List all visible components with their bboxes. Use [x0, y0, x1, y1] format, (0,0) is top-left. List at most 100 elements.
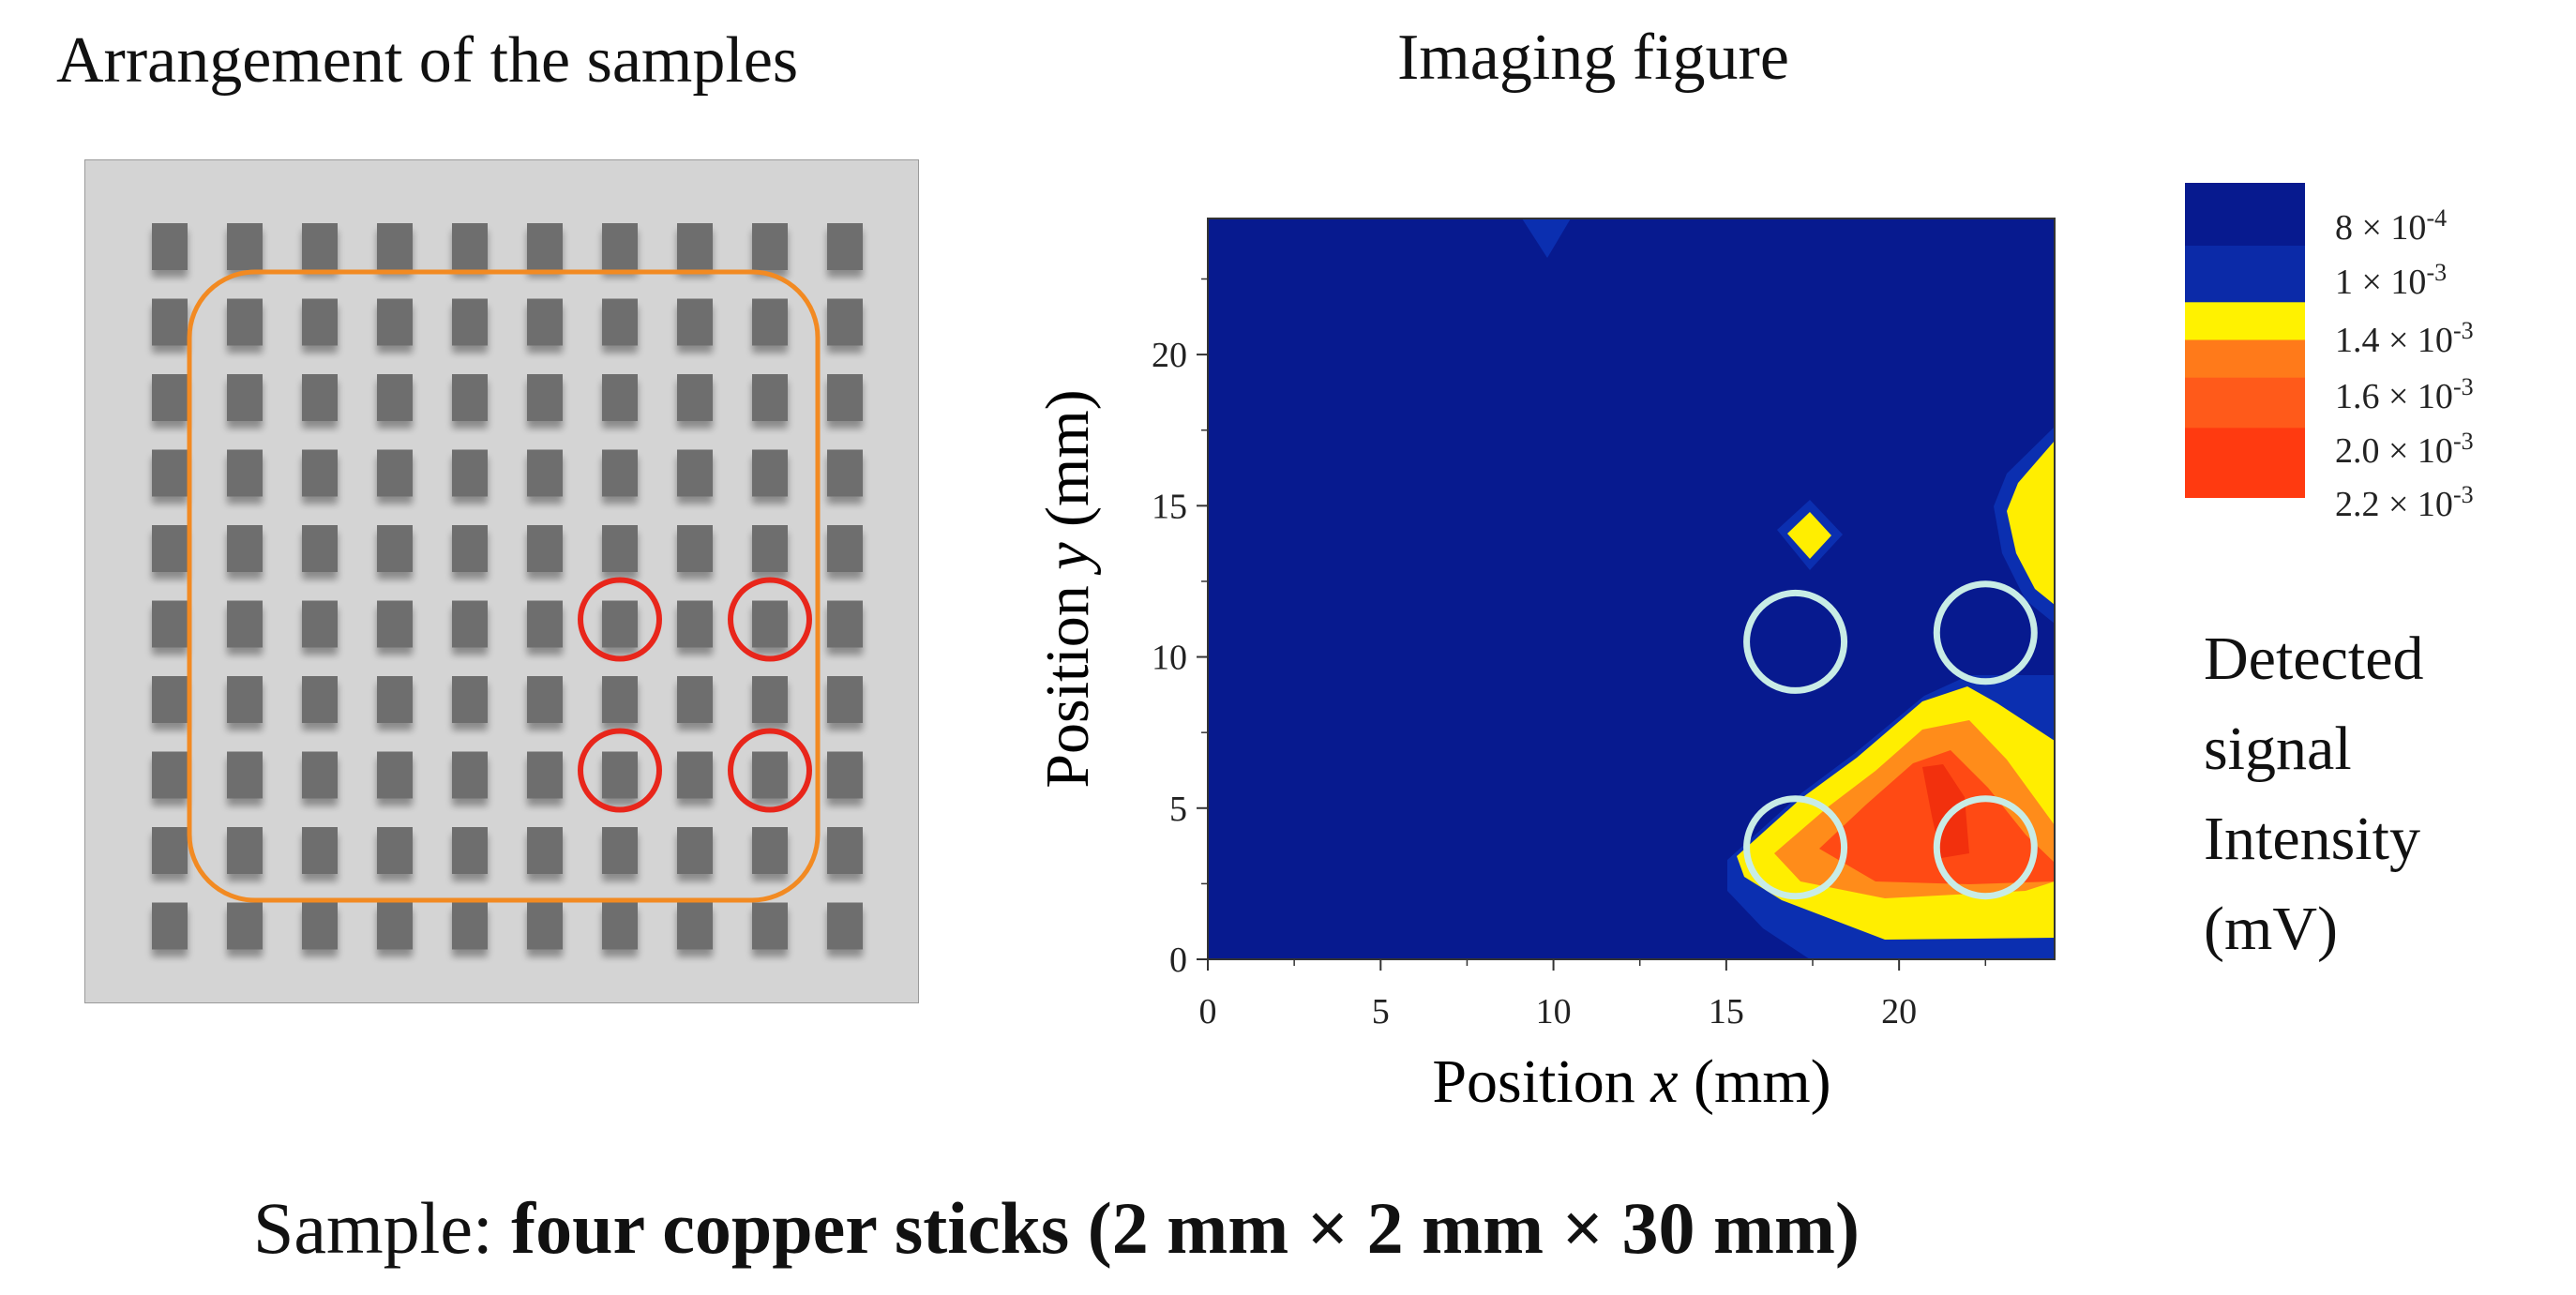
- copper-stick: [677, 374, 713, 421]
- plot-area: [1207, 218, 2056, 960]
- copper-stick: [452, 298, 488, 346]
- copper-stick: [752, 827, 788, 874]
- detected-sample-marker: [1933, 580, 2038, 685]
- sample-arrangement-diagram: [84, 159, 919, 1003]
- target-stick-marker: [578, 728, 662, 813]
- copper-stick: [527, 374, 563, 421]
- copper-stick: [752, 600, 788, 648]
- copper-stick: [602, 374, 638, 421]
- copper-stick: [227, 223, 263, 270]
- x-tick-label: 20: [1881, 992, 1917, 1031]
- copper-stick: [152, 751, 188, 799]
- copper-stick: [527, 751, 563, 799]
- copper-stick: [602, 827, 638, 874]
- copper-stick: [527, 902, 563, 950]
- copper-stick: [827, 525, 863, 572]
- copper-stick: [377, 902, 413, 950]
- copper-stick: [452, 449, 488, 497]
- copper-stick: [827, 298, 863, 346]
- detected-sample-marker: [1743, 795, 1848, 900]
- y-tick-label: 15: [1152, 487, 1187, 526]
- x-tick-label: 15: [1709, 992, 1744, 1031]
- copper-stick: [677, 525, 713, 572]
- copper-stick: [827, 751, 863, 799]
- copper-stick: [377, 676, 413, 723]
- copper-stick: [827, 676, 863, 723]
- imaging-contour-plot: 0 5 10 15 20 0 5 10 15 20 Position x (mm) Positi…: [1033, 183, 2474, 1116]
- colorbar-level-label: 2.0 × 10-3: [2335, 428, 2474, 471]
- copper-stick: [227, 449, 263, 497]
- copper-stick: [827, 449, 863, 497]
- copper-stick: [677, 676, 713, 723]
- imaging-title: Imaging figure: [1397, 22, 1789, 94]
- copper-stick: [452, 525, 488, 572]
- contour-top-notch: [1522, 218, 1571, 258]
- copper-stick: [527, 298, 563, 346]
- copper-stick: [677, 298, 713, 346]
- copper-stick: [752, 223, 788, 270]
- copper-stick: [377, 449, 413, 497]
- copper-stick: [452, 902, 488, 950]
- copper-stick: [227, 676, 263, 723]
- contour-right-yellow: [2007, 441, 2055, 605]
- copper-stick: [377, 827, 413, 874]
- copper-stick: [227, 751, 263, 799]
- colorbar-level-label: 2.2 × 10-3: [2335, 481, 2474, 524]
- copper-stick: [527, 827, 563, 874]
- copper-stick: [752, 374, 788, 421]
- copper-stick: [527, 525, 563, 572]
- legend-title: Detected signal Intensity (mV): [2204, 614, 2424, 974]
- copper-stick: [827, 827, 863, 874]
- copper-stick: [227, 374, 263, 421]
- copper-stick: [227, 525, 263, 572]
- copper-stick: [827, 600, 863, 648]
- copper-stick: [377, 374, 413, 421]
- copper-stick: [527, 600, 563, 648]
- copper-stick: [752, 676, 788, 723]
- colorbar-band: [2185, 183, 2305, 247]
- caption-sample-description: four copper sticks (2 mm × 2 mm × 30 mm): [511, 1187, 1860, 1269]
- copper-stick: [602, 525, 638, 572]
- copper-stick: [377, 600, 413, 648]
- copper-stick: [227, 902, 263, 950]
- copper-stick: [227, 600, 263, 648]
- legend-title-line: Intensity: [2204, 805, 2420, 873]
- colorbar-level-label: 1.4 × 10-3: [2335, 317, 2474, 360]
- target-stick-marker: [728, 577, 812, 662]
- y-tick-label: 5: [1169, 790, 1187, 829]
- copper-stick: [677, 902, 713, 950]
- copper-stick: [452, 751, 488, 799]
- y-tick-label: 0: [1169, 941, 1187, 980]
- copper-stick: [152, 223, 188, 270]
- copper-stick: [302, 676, 338, 723]
- copper-stick: [302, 600, 338, 648]
- copper-stick: [752, 902, 788, 950]
- copper-stick: [677, 827, 713, 874]
- scan-region-outline: [187, 269, 821, 903]
- copper-stick: [302, 374, 338, 421]
- copper-stick: [602, 298, 638, 346]
- y-axis-label: Position y (mm): [1033, 389, 1102, 788]
- legend-title-line: signal: [2204, 715, 2352, 783]
- copper-stick: [377, 298, 413, 346]
- copper-stick: [527, 676, 563, 723]
- copper-stick: [152, 676, 188, 723]
- colorbar-band: [2185, 246, 2305, 304]
- legend-title-line: (mV): [2204, 895, 2338, 963]
- target-stick-marker: [578, 577, 662, 662]
- target-stick-marker: [728, 728, 812, 813]
- copper-stick: [602, 751, 638, 799]
- copper-stick: [152, 902, 188, 950]
- copper-stick: [452, 676, 488, 723]
- copper-stick: [152, 600, 188, 648]
- copper-stick: [677, 600, 713, 648]
- y-tick-label: 10: [1152, 639, 1187, 678]
- copper-stick: [452, 600, 488, 648]
- copper-stick: [302, 223, 338, 270]
- copper-stick: [752, 449, 788, 497]
- copper-stick: [452, 223, 488, 270]
- copper-stick: [602, 902, 638, 950]
- arrangement-title: Arrangement of the samples: [56, 24, 799, 97]
- copper-stick: [827, 374, 863, 421]
- copper-stick: [827, 902, 863, 950]
